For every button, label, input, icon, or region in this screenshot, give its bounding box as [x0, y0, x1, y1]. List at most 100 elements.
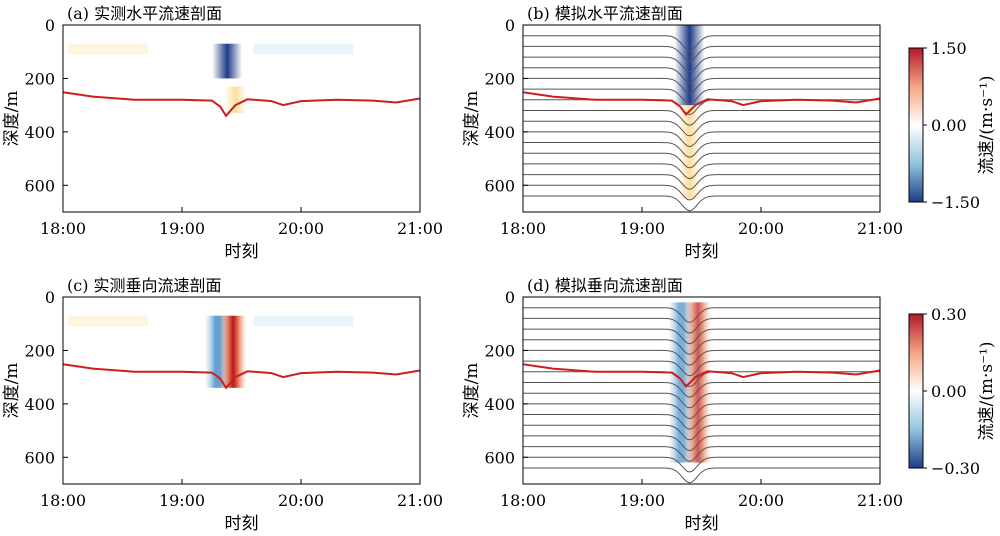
panel-title: (b) 模拟水平流速剖面	[527, 4, 683, 23]
panel-d: 0 200 400 600 18:00 19:00 20:00 21:00 (d) 模拟垂向流速…	[462, 276, 903, 534]
colorbar-label: 流速/(m·s⁻¹)	[977, 75, 997, 174]
colorbar-tick-label: −0.30	[931, 459, 980, 478]
isopycnal-line	[523, 467, 880, 484]
thermocline-line	[523, 363, 880, 389]
isopycnal-line	[523, 307, 880, 323]
isopycnal-line	[523, 392, 880, 409]
y-axis-label: 深度/m	[462, 363, 482, 419]
y-tick-label: 200	[484, 69, 515, 88]
colorbar-tick-label: −1.50	[931, 193, 980, 212]
x-axis-label: 时刻	[685, 514, 719, 534]
isopycnal-line	[523, 349, 880, 366]
panel-c: 0 200 400 600 18:00 19:00 20:00 21:00 (c) 实测垂向流速…	[2, 276, 443, 534]
panel-b: 0 200 400 600 18:00 19:00 20:00 21:00 (b) 模拟水平流速…	[462, 4, 903, 262]
isopycnal-line	[523, 403, 880, 420]
colorbar-tick-label: 0.00	[931, 116, 967, 135]
x-tick-label: 20:00	[278, 219, 324, 238]
isopycnal-line	[523, 152, 880, 169]
y-tick-label: 0	[45, 288, 55, 307]
axes-frame	[62, 24, 421, 213]
plot-area	[63, 315, 420, 390]
isopycnal-line	[523, 67, 880, 83]
y-tick-label: 200	[24, 69, 55, 88]
velocity-feature	[674, 25, 705, 106]
colorbar-1: 1.50 0.00 −1.50 流速/(m·s⁻¹)	[908, 39, 997, 212]
x-tick-label: 21:00	[397, 219, 443, 238]
y-tick-label: 0	[505, 16, 515, 35]
axes-frame	[522, 296, 881, 485]
y-axis-label: 深度/m	[462, 91, 482, 147]
isopycnal-line	[523, 142, 880, 158]
isopycnal-line	[523, 45, 880, 62]
x-axis-label: 时刻	[225, 514, 259, 534]
panel-title: (a) 实测水平流速剖面	[67, 4, 222, 23]
isopycnal-line	[523, 382, 880, 398]
x-tick-label: 21:00	[857, 491, 903, 510]
isopycnal-line	[523, 56, 880, 73]
plot-area	[63, 43, 420, 118]
panel-title: (d) 模拟垂向流速剖面	[527, 276, 683, 295]
y-tick-label: 400	[24, 395, 55, 414]
colorbar-gradient	[908, 313, 924, 469]
isopycnal-line	[523, 110, 880, 126]
observed-noise	[253, 315, 354, 327]
y-tick-label: 600	[484, 448, 515, 467]
axes-frame	[62, 296, 421, 485]
x-tick-label: 18:00	[500, 491, 546, 510]
y-tick-label: 600	[24, 176, 55, 195]
x-tick-label: 20:00	[278, 491, 324, 510]
y-tick-label: 400	[484, 123, 515, 142]
plot-area	[523, 302, 880, 484]
isopycnal-line	[523, 360, 880, 377]
isopycnal-line	[523, 446, 880, 462]
y-tick-label: 600	[24, 448, 55, 467]
isopycnal-line	[523, 456, 880, 473]
velocity-feature	[212, 43, 243, 79]
isopycnal-line	[523, 317, 880, 334]
x-tick-label: 19:00	[159, 491, 205, 510]
velocity-feature	[224, 86, 247, 114]
y-tick-label: 0	[45, 16, 55, 35]
colorbar-gradient	[908, 47, 924, 203]
y-tick-label: 0	[505, 288, 515, 307]
colorbar-tick-label: 0.30	[931, 305, 967, 324]
isopycnal-line	[523, 339, 880, 355]
y-tick-label: 200	[24, 341, 55, 360]
x-tick-label: 19:00	[159, 219, 205, 238]
isopycnal-line	[523, 435, 880, 452]
x-tick-label: 19:00	[619, 219, 665, 238]
isopycnal-line	[523, 163, 880, 180]
isopycnal-line	[523, 424, 880, 441]
observed-noise	[68, 43, 148, 55]
x-tick-label: 20:00	[738, 491, 784, 510]
thermocline-line	[63, 91, 420, 118]
y-axis-label: 深度/m	[2, 363, 22, 419]
isopycnal-line	[523, 77, 880, 94]
plot-area	[523, 25, 880, 212]
y-tick-label: 200	[484, 341, 515, 360]
thermocline-line	[523, 91, 880, 117]
y-tick-label: 600	[484, 176, 515, 195]
y-tick-label: 400	[24, 123, 55, 142]
x-tick-label: 19:00	[619, 491, 665, 510]
isopycnal-line	[523, 328, 880, 345]
y-axis-label: 深度/m	[2, 91, 22, 147]
observed-noise	[68, 315, 148, 327]
observed-noise	[253, 43, 354, 55]
y-tick-label: 400	[484, 395, 515, 414]
axes-frame	[522, 24, 881, 213]
panel-a: 0 200 400 600 18:00 19:00 20:00 21:00 (a) 实测水平流速…	[2, 4, 443, 262]
velocity-feature	[220, 315, 247, 388]
x-tick-label: 18:00	[40, 491, 86, 510]
x-tick-label: 21:00	[857, 219, 903, 238]
x-tick-label: 20:00	[738, 219, 784, 238]
colorbar-label: 流速/(m·s⁻¹)	[977, 341, 997, 440]
isopycnal-line	[523, 184, 880, 201]
colorbar-tick-label: 1.50	[931, 39, 967, 58]
isopycnal-line	[523, 174, 880, 190]
isopycnal-line	[523, 131, 880, 148]
isopycnal-line	[523, 35, 880, 51]
isopycnal-line	[523, 120, 880, 137]
x-tick-label: 18:00	[500, 219, 546, 238]
